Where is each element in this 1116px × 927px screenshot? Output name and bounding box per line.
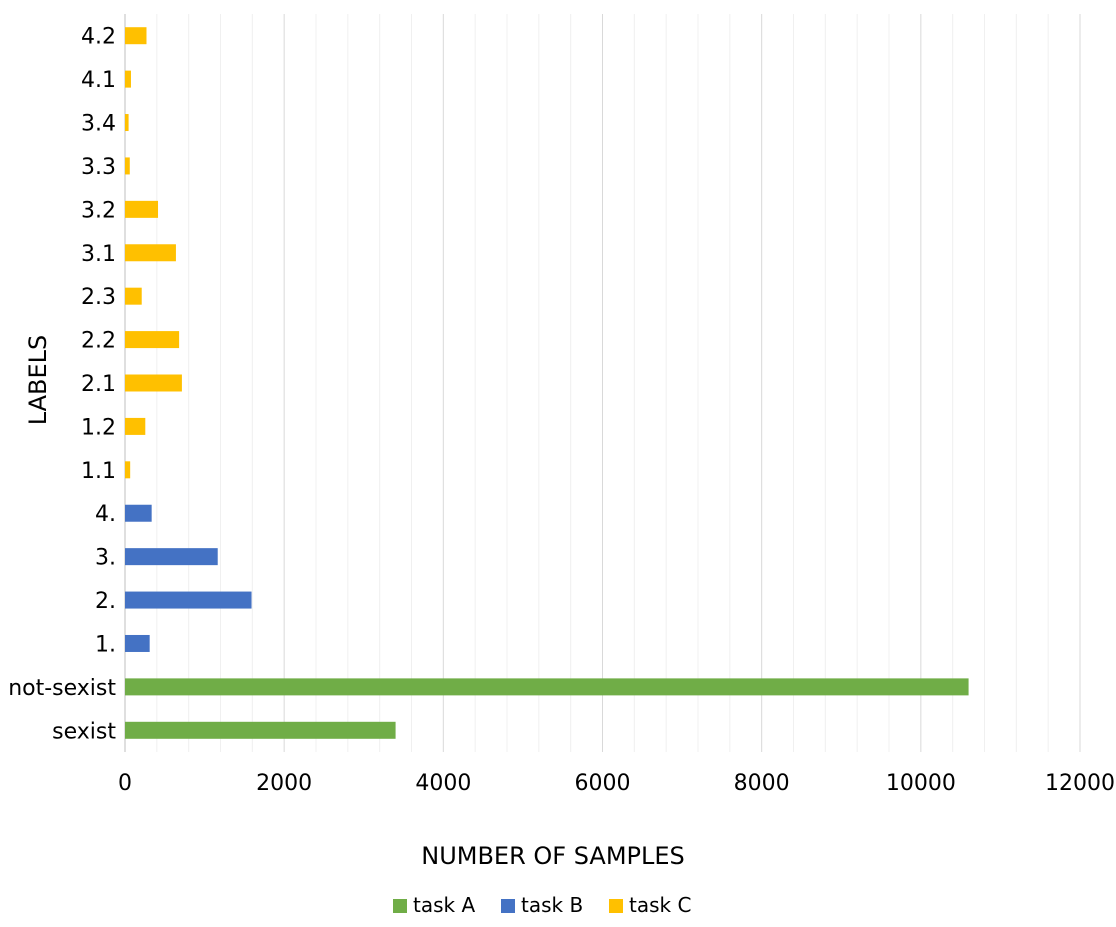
bars [125, 27, 969, 739]
bar-task-B [125, 548, 218, 566]
bar-task-A [125, 721, 396, 739]
y-tick-label: 1.1 [81, 459, 116, 484]
bar-task-C [125, 374, 182, 392]
x-tick-label: 0 [118, 771, 132, 796]
x-tick-label: 6000 [575, 771, 631, 796]
legend-label: task C [629, 893, 691, 917]
y-tick-label: 3. [95, 546, 116, 571]
legend-swatch [501, 899, 515, 913]
x-tick-label: 10000 [886, 771, 956, 796]
x-tick-labels: 0 2000 4000 6000 8000 10000 12000 [118, 771, 1115, 796]
bar-task-B [125, 591, 252, 609]
y-tick-label: 3.2 [81, 198, 116, 223]
y-tick-label: 2. [95, 589, 116, 614]
legend-label: task A [413, 893, 475, 917]
y-tick-label: 4.1 [81, 68, 116, 93]
bar-task-C [125, 287, 142, 305]
bar-task-C [125, 157, 130, 175]
x-axis-title: NUMBER OF SAMPLES [421, 842, 685, 870]
legend-swatch [609, 899, 623, 913]
legend: task A task B task C [393, 893, 691, 917]
bar-task-C [125, 417, 146, 435]
y-tick-label: 4. [95, 502, 116, 527]
y-tick-label: 2.2 [81, 329, 116, 354]
x-tick-label: 2000 [256, 771, 312, 796]
y-tick-label: 2.3 [81, 285, 116, 310]
bar-task-A [125, 678, 969, 696]
y-tick-label: not-sexist [8, 676, 116, 701]
y-tick-label: 2.1 [81, 372, 116, 397]
y-axis-title: LABELS [24, 335, 52, 426]
bar-task-C [125, 200, 159, 218]
bar-task-C [125, 114, 129, 132]
x-tick-label: 4000 [415, 771, 471, 796]
bar-task-C [125, 331, 180, 349]
x-tick-label: 12000 [1045, 771, 1115, 796]
bar-task-C [125, 70, 131, 88]
gridlines [124, 14, 1081, 752]
y-tick-label: 1.2 [81, 415, 116, 440]
legend-label: task B [521, 893, 583, 917]
y-tick-label: 3.3 [81, 155, 116, 180]
y-tick-label: 3.4 [81, 112, 116, 137]
x-tick-label: 8000 [734, 771, 790, 796]
bar-task-C [125, 27, 147, 45]
y-tick-label: 4.2 [81, 25, 116, 50]
bar-task-C [125, 461, 131, 479]
bar-task-C [125, 244, 176, 262]
y-tick-labels: 4.2 4.1 3.4 3.3 3.2 3.1 2.3 2.2 2.1 1.2 1.1 4. 3. 2. 1… [8, 25, 116, 745]
bar-task-B [125, 634, 150, 652]
y-tick-label: 1. [95, 632, 116, 657]
y-tick-label: 3.1 [81, 242, 116, 267]
bar-task-B [125, 504, 152, 522]
y-tick-label: sexist [52, 719, 116, 744]
legend-swatch [393, 899, 407, 913]
